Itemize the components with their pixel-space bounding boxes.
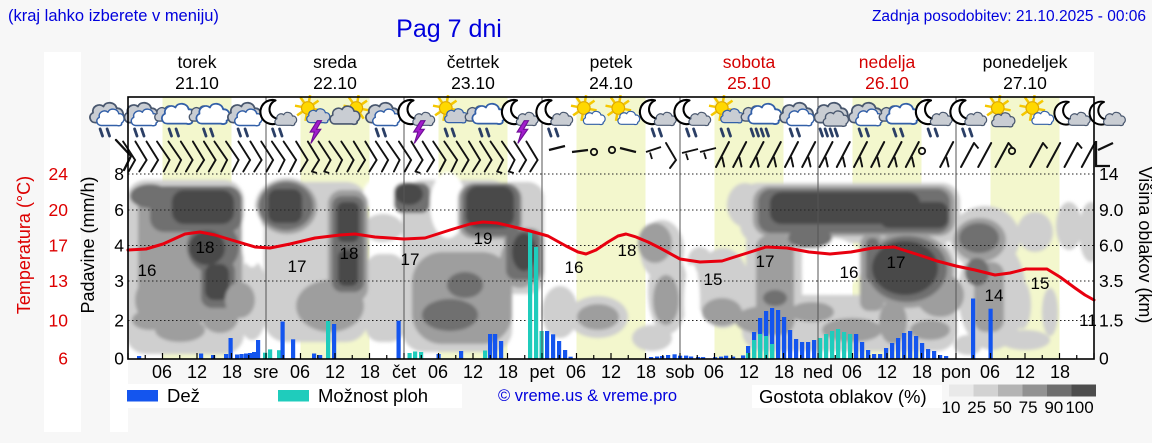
svg-text:Možnost ploh: Možnost ploh [318, 385, 428, 406]
svg-text:17: 17 [401, 250, 420, 269]
svg-text:23.10: 23.10 [451, 73, 495, 93]
svg-text:13: 13 [49, 271, 68, 291]
svg-text:sobota: sobota [723, 52, 776, 72]
svg-text:ned: ned [803, 362, 833, 382]
svg-text:18: 18 [196, 238, 215, 257]
svg-text:15: 15 [1031, 274, 1050, 293]
svg-text:sreda: sreda [313, 52, 357, 72]
svg-text:06: 06 [152, 362, 172, 382]
svg-text:16: 16 [138, 261, 157, 280]
svg-text:Zadnja posodobitev: 21.10.2025: Zadnja posodobitev: 21.10.2025 - 00:06 [872, 8, 1146, 25]
svg-text:0: 0 [1099, 349, 1109, 369]
svg-text:25.10: 25.10 [727, 73, 771, 93]
svg-text:14: 14 [985, 286, 1004, 305]
svg-text:19: 19 [474, 229, 493, 248]
svg-text:sob: sob [665, 362, 694, 382]
svg-text:4: 4 [114, 236, 124, 256]
svg-text:26.10: 26.10 [865, 73, 909, 93]
svg-text:16: 16 [565, 258, 584, 277]
svg-text:ponedeljek: ponedeljek [983, 52, 1068, 72]
svg-text:50: 50 [993, 398, 1012, 417]
svg-text:18: 18 [618, 241, 637, 260]
svg-text:10: 10 [942, 398, 961, 417]
svg-text:10: 10 [49, 311, 69, 331]
svg-text:12: 12 [187, 362, 207, 382]
svg-text:čet: čet [392, 362, 416, 382]
svg-text:06: 06 [290, 362, 310, 382]
svg-text:18: 18 [222, 362, 242, 382]
svg-text:75: 75 [1019, 398, 1038, 417]
svg-text:četrtek: četrtek [447, 52, 500, 72]
svg-text:pon: pon [941, 362, 971, 382]
svg-text:petek: petek [590, 52, 633, 72]
svg-text:06: 06 [428, 362, 448, 382]
svg-text:© vreme.us & vreme.pro: © vreme.us & vreme.pro [498, 387, 677, 405]
svg-text:18: 18 [636, 362, 656, 382]
svg-text:24.10: 24.10 [589, 73, 633, 93]
svg-text:17: 17 [887, 253, 906, 272]
svg-text:18: 18 [1050, 362, 1070, 382]
svg-text:3.5: 3.5 [1099, 271, 1123, 291]
svg-text:24: 24 [49, 164, 69, 184]
svg-text:Temperatura (°C): Temperatura (°C) [14, 176, 34, 314]
svg-text:12: 12 [739, 362, 759, 382]
svg-text:6.0: 6.0 [1099, 236, 1124, 256]
svg-text:6: 6 [58, 349, 68, 369]
svg-text:12: 12 [463, 362, 483, 382]
svg-text:(kraj lahko izberete v meniju): (kraj lahko izberete v meniju) [8, 7, 219, 25]
svg-text:15: 15 [704, 270, 723, 289]
svg-text:06: 06 [980, 362, 1000, 382]
svg-text:1.5: 1.5 [1099, 311, 1123, 331]
svg-text:12: 12 [1015, 362, 1035, 382]
svg-text:8: 8 [114, 164, 124, 184]
svg-text:18: 18 [340, 244, 359, 263]
svg-text:2: 2 [114, 311, 124, 331]
svg-text:Gostota oblakov (%): Gostota oblakov (%) [759, 386, 927, 407]
svg-text:17: 17 [288, 257, 307, 276]
svg-text:18: 18 [498, 362, 518, 382]
svg-text:17: 17 [756, 252, 775, 271]
svg-text:torek: torek [178, 52, 217, 72]
svg-text:18: 18 [774, 362, 794, 382]
svg-text:16: 16 [840, 263, 859, 282]
svg-text:pet: pet [529, 362, 554, 382]
svg-text:27.10: 27.10 [1003, 73, 1047, 93]
svg-text:12: 12 [601, 362, 621, 382]
svg-text:9.0: 9.0 [1099, 200, 1124, 220]
svg-text:100: 100 [1065, 398, 1093, 417]
svg-text:21.10: 21.10 [175, 73, 219, 93]
svg-text:Dež: Dež [167, 385, 200, 406]
svg-text:Padavine (mm/h): Padavine (mm/h) [78, 176, 98, 313]
svg-text:Višina oblakov (km): Višina oblakov (km) [1135, 167, 1152, 324]
svg-text:nedelja: nedelja [859, 52, 916, 72]
svg-text:Pag 7 dni: Pag 7 dni [396, 15, 502, 43]
svg-text:6: 6 [114, 200, 124, 220]
svg-text:12: 12 [325, 362, 345, 382]
svg-text:0: 0 [114, 349, 124, 369]
svg-text:90: 90 [1044, 398, 1063, 417]
svg-text:sre: sre [253, 362, 278, 382]
svg-text:12: 12 [877, 362, 897, 382]
svg-text:3: 3 [114, 271, 124, 291]
svg-text:11: 11 [1079, 311, 1097, 330]
svg-text:17: 17 [49, 236, 68, 256]
svg-text:20: 20 [49, 200, 69, 220]
svg-text:25: 25 [967, 398, 986, 417]
svg-text:06: 06 [566, 362, 586, 382]
svg-text:22.10: 22.10 [313, 73, 357, 93]
svg-text:18: 18 [360, 362, 380, 382]
svg-text:06: 06 [704, 362, 724, 382]
svg-text:14: 14 [1099, 164, 1119, 184]
svg-text:18: 18 [912, 362, 932, 382]
svg-text:06: 06 [842, 362, 862, 382]
